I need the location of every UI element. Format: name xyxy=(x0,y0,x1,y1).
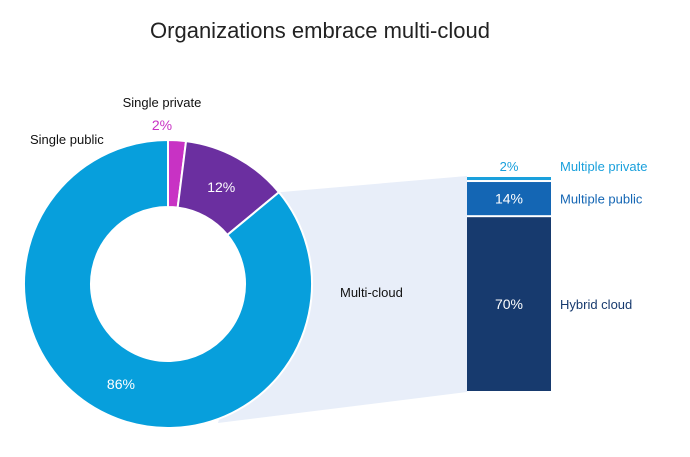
bar-value-multiple-public: 14% xyxy=(495,191,523,207)
label-multi-cloud: Multi-cloud xyxy=(340,285,403,300)
bar-value-multiple-private: 2% xyxy=(500,159,519,174)
slice-multi-cloud xyxy=(23,138,313,429)
bar-segment-multiple-public xyxy=(467,182,551,216)
bar-value-hybrid-cloud: 70% xyxy=(495,296,523,312)
bar-segment-hybrid-cloud xyxy=(467,217,551,391)
bar-label-multiple-public: Multiple public xyxy=(560,192,643,207)
bar-label-multiple-private: Multiple private xyxy=(560,159,647,174)
label-single-public: Single public xyxy=(30,132,104,147)
bar-label-hybrid-cloud: Hybrid cloud xyxy=(560,297,632,312)
label-single-private: Single private xyxy=(123,95,202,110)
slice-value-single-public: 12% xyxy=(207,179,235,195)
slice-value-single-private: 2% xyxy=(152,117,172,133)
bar-segment-multiple-private xyxy=(467,177,551,181)
slice-value-multi-cloud: 86% xyxy=(107,376,135,392)
chart-title: Organizations embrace multi-cloud xyxy=(150,18,490,43)
